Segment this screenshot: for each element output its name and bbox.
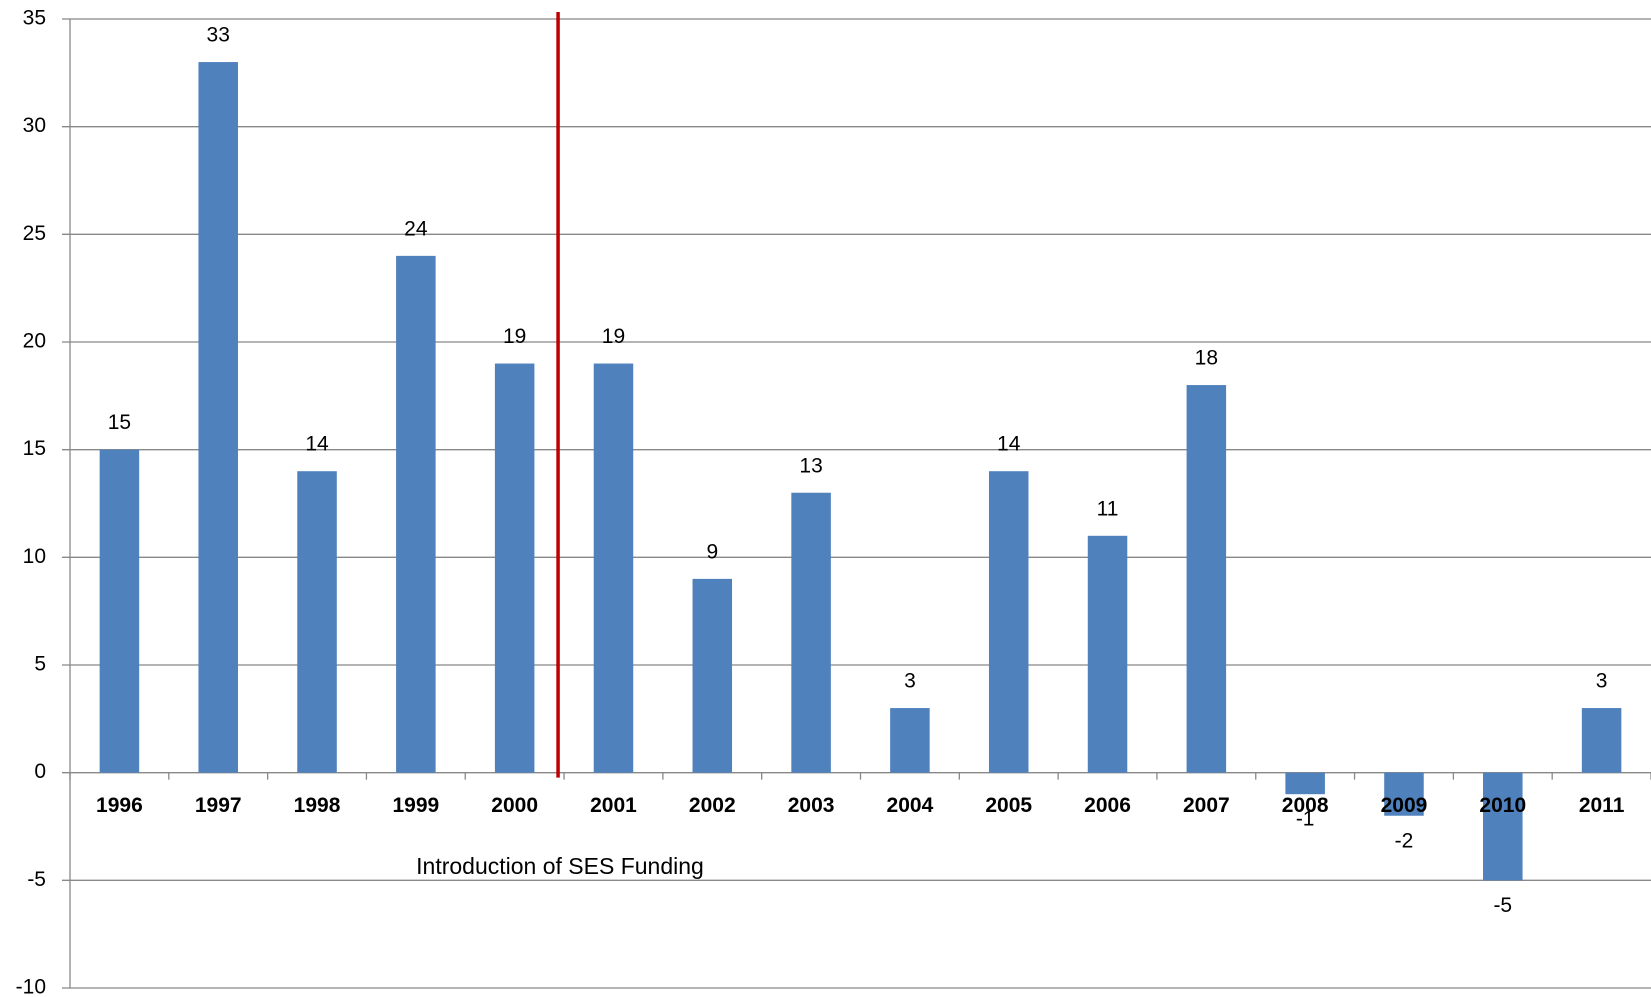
x-tick-label: 2006 [1084, 794, 1131, 817]
y-tick-label: 10 [23, 545, 46, 568]
bar [890, 708, 930, 773]
data-label: 11 [1097, 497, 1119, 520]
x-tick-label: 1997 [195, 794, 242, 817]
x-tick-label: 2007 [1183, 794, 1230, 817]
data-label: 3 [904, 670, 916, 693]
bar [494, 363, 535, 773]
x-tick-label: 2011 [1579, 794, 1625, 817]
x-tick-label: 2001 [590, 794, 637, 817]
bar [1384, 772, 1424, 816]
bar [1483, 772, 1523, 881]
bar [988, 471, 1029, 773]
bar [297, 471, 337, 773]
bar [1087, 535, 1128, 773]
annotation-text: Introduction of SES Funding [416, 853, 704, 879]
y-tick-label: 15 [23, 437, 46, 460]
y-tick-label: 0 [34, 760, 46, 783]
data-label: 19 [503, 325, 526, 348]
x-tick-label: 2008 [1282, 794, 1329, 817]
x-tick-label: 2010 [1479, 794, 1526, 817]
x-tick-label: 2000 [491, 794, 538, 817]
x-tick-label: 1998 [294, 794, 341, 817]
bar [396, 255, 436, 773]
data-label: -5 [1493, 894, 1512, 917]
y-tick-label: 35 [23, 7, 46, 30]
x-tick-label: 2003 [788, 794, 835, 817]
data-label: -1 [1296, 808, 1315, 831]
x-tick-label: 2004 [887, 794, 934, 817]
bar [1285, 772, 1325, 795]
bar [692, 578, 733, 773]
bar [1186, 385, 1227, 773]
data-label: 3 [1596, 670, 1608, 693]
bar [99, 449, 140, 773]
data-label: 33 [207, 24, 230, 47]
x-tick-label: 2002 [689, 794, 736, 817]
y-tick-label: -5 [27, 868, 46, 891]
data-label: 24 [404, 217, 428, 240]
bar [1581, 708, 1622, 773]
y-tick-label: 5 [34, 653, 46, 676]
x-tick-label: 2005 [985, 794, 1032, 817]
data-label: 14 [305, 433, 329, 456]
bar [198, 62, 238, 773]
data-label: 15 [108, 411, 131, 434]
y-tick-label: 20 [23, 330, 46, 353]
y-tick-label: 30 [23, 114, 46, 137]
data-label: 14 [997, 433, 1021, 456]
y-tick-label: -10 [16, 976, 46, 997]
bar [593, 363, 634, 773]
data-label: 13 [799, 454, 822, 477]
bar [791, 492, 831, 773]
x-tick-label: 1996 [96, 794, 143, 817]
data-label: -2 [1395, 829, 1414, 852]
data-label: 18 [1195, 347, 1218, 370]
y-tick-label: 25 [23, 222, 46, 245]
data-label: 19 [602, 325, 625, 348]
data-label: 9 [706, 540, 718, 563]
x-tick-label: 2009 [1381, 794, 1428, 817]
x-tick-label: 1999 [392, 794, 439, 817]
